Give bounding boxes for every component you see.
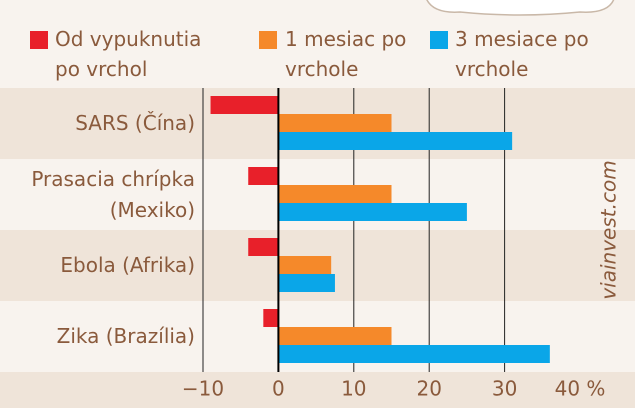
category-label: Ebola (Afrika) bbox=[60, 253, 195, 277]
axis-band bbox=[0, 372, 635, 408]
bar bbox=[278, 132, 513, 150]
bar bbox=[263, 309, 279, 327]
x-tick-label: 10 bbox=[341, 377, 366, 401]
bar bbox=[248, 167, 279, 185]
bar bbox=[278, 114, 392, 132]
x-tick-label: 40 % bbox=[555, 377, 606, 401]
bar bbox=[278, 203, 467, 221]
legend-swatch bbox=[430, 31, 448, 49]
legend-swatch bbox=[259, 31, 277, 49]
category-label: Prasacia chrípka (Mexiko) bbox=[31, 166, 195, 222]
bar bbox=[210, 96, 279, 114]
bar bbox=[248, 238, 279, 256]
bar bbox=[278, 185, 392, 203]
bar bbox=[278, 256, 332, 274]
x-tick-label: 30 bbox=[492, 377, 517, 401]
bar bbox=[278, 327, 392, 345]
x-tick-label: −10 bbox=[182, 377, 224, 401]
legend-label: Od vypuknutia po vrchol bbox=[55, 27, 202, 81]
x-tick-label: 0 bbox=[272, 377, 285, 401]
x-tick-label: 20 bbox=[416, 377, 441, 401]
legend-label: 3 mesiace po vrchole bbox=[455, 27, 589, 81]
legend-label: 1 mesiac po vrchole bbox=[285, 27, 407, 81]
category-label: SARS (Čína) bbox=[75, 111, 195, 135]
source: viainvest.com bbox=[597, 160, 621, 299]
category-label: Zika (Brazília) bbox=[56, 324, 195, 348]
bar bbox=[278, 345, 550, 363]
bar bbox=[278, 274, 335, 292]
bubble bbox=[426, 0, 615, 16]
legend-swatch bbox=[30, 31, 48, 49]
